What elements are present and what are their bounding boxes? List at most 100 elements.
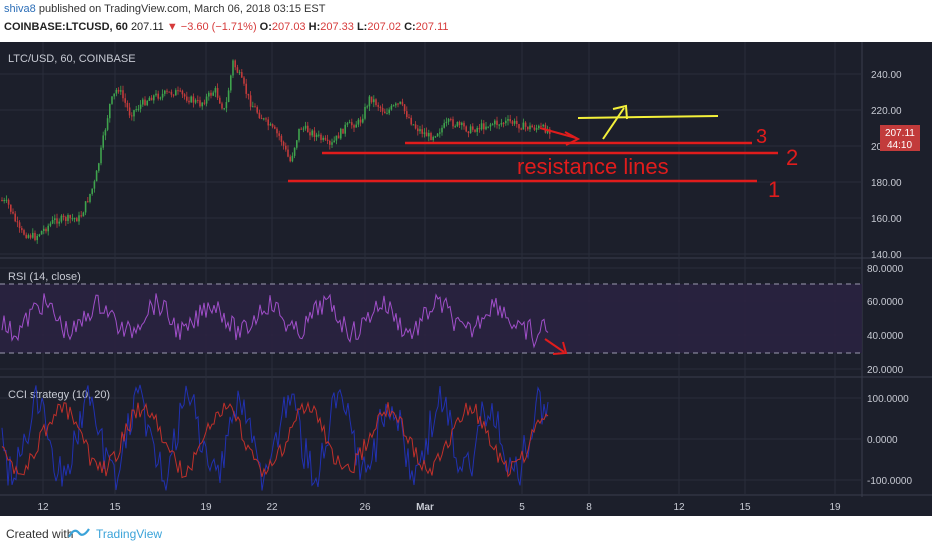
candle-body <box>496 120 498 125</box>
candle-body <box>80 215 82 217</box>
price-tick-240: 240.00 <box>871 70 902 81</box>
cci-tick-100: 100.0000 <box>867 394 909 405</box>
candle-body <box>531 125 533 128</box>
candle-body <box>313 130 316 137</box>
price-axis: 240.00 220.00 200.00 180.00 160.00 140.0… <box>871 70 902 261</box>
candle-body <box>370 96 373 103</box>
candle-body <box>447 119 450 122</box>
price-change: ▼ −3.60 (−1.71%) <box>166 21 257 33</box>
footer: Created with TradingView <box>0 516 932 550</box>
candle-body <box>109 103 111 119</box>
candle-body <box>142 99 144 105</box>
candle-body <box>87 201 89 203</box>
rsi-arrow-shaft <box>544 338 565 353</box>
candle-body <box>144 99 146 106</box>
candle-body <box>188 100 190 103</box>
candle-body <box>100 147 102 164</box>
candle-body <box>412 124 415 126</box>
price-tick-180: 180.00 <box>871 178 902 189</box>
candle-body <box>36 235 38 241</box>
tradingview-logo-icon[interactable] <box>68 525 90 541</box>
candle-body <box>296 140 298 148</box>
candle-body <box>287 149 289 157</box>
candle-body <box>238 72 241 74</box>
candle-body <box>159 97 162 99</box>
candle-body <box>337 135 340 139</box>
candle-body <box>280 135 283 142</box>
time-axis[interactable]: 12 15 19 22 26 Mar 5 8 12 15 19 <box>0 497 932 516</box>
candle-body <box>227 90 230 103</box>
candle-body <box>203 102 206 104</box>
candle-body <box>7 199 10 205</box>
candle-body <box>524 122 527 127</box>
candle-body <box>348 122 351 124</box>
candle-body <box>450 119 452 121</box>
candle-body <box>168 91 170 93</box>
price-tick-160: 160.00 <box>871 214 902 225</box>
candle-body <box>137 108 140 110</box>
candle-body <box>113 93 115 97</box>
candle-body <box>421 129 423 134</box>
candle-body <box>322 137 324 140</box>
candlestick-series <box>1 59 551 244</box>
cci-line-blue <box>1 384 549 491</box>
chart-svg[interactable]: LTC/USD, 60, COINBASE RSI (14, close) CC… <box>0 42 932 497</box>
candle-body <box>379 106 382 108</box>
candle-body <box>386 113 388 115</box>
candle-body <box>51 219 54 224</box>
candle-body <box>47 225 49 232</box>
candle-body <box>340 128 342 139</box>
candle-body <box>476 127 478 132</box>
candle-body <box>351 122 353 126</box>
candle-body <box>430 132 432 141</box>
candle-body <box>212 92 214 96</box>
candle-body <box>157 93 159 99</box>
chart-frame[interactable]: LTC/USD, 60, COINBASE RSI (14, close) CC… <box>0 42 932 497</box>
candle-body <box>274 126 276 129</box>
candle-body <box>315 134 318 137</box>
candle-body <box>355 124 357 128</box>
time-tick-19: 19 <box>200 502 212 513</box>
gridlines <box>0 42 862 495</box>
candle-body <box>265 118 267 120</box>
candle-body <box>111 96 113 104</box>
candle-body <box>254 106 256 108</box>
time-tick-5: 5 <box>519 502 525 513</box>
candle-body <box>170 91 173 95</box>
high-label: H: <box>308 21 321 33</box>
candle-body <box>49 223 52 226</box>
candle-body <box>98 163 100 171</box>
candle-body <box>318 134 320 136</box>
candle-body <box>472 126 474 130</box>
price-pane-title: LTC/USD, 60, COINBASE <box>8 53 136 65</box>
candle-body <box>461 122 463 126</box>
candle-body <box>115 89 118 94</box>
candle-body <box>513 120 516 124</box>
candle-body <box>208 92 210 97</box>
candle-body <box>150 97 153 101</box>
candle-body <box>183 94 186 97</box>
tradingview-brand-link[interactable]: TradingView <box>96 527 163 541</box>
candle-body <box>153 95 155 101</box>
candle-body <box>148 97 151 101</box>
candle-body <box>54 218 56 220</box>
candle-body <box>194 100 197 103</box>
candle-body <box>221 103 223 109</box>
cci-tick-0: 0.0000 <box>867 435 898 446</box>
candle-body <box>267 119 269 126</box>
candle-body <box>155 93 157 96</box>
candle-body <box>172 94 175 96</box>
candle-body <box>219 97 221 104</box>
candle-body <box>128 107 131 116</box>
candle-body <box>10 204 12 212</box>
target-line-yellow[interactable] <box>577 115 719 119</box>
candle-body <box>397 103 399 105</box>
candle-body <box>388 109 390 114</box>
candle-body <box>346 123 349 125</box>
candle-body <box>307 125 309 133</box>
candle-body <box>344 124 346 134</box>
candle-body <box>62 215 65 218</box>
candle-body <box>359 119 362 123</box>
author-link[interactable]: shiva8 <box>4 3 36 15</box>
candle-body <box>177 90 179 92</box>
